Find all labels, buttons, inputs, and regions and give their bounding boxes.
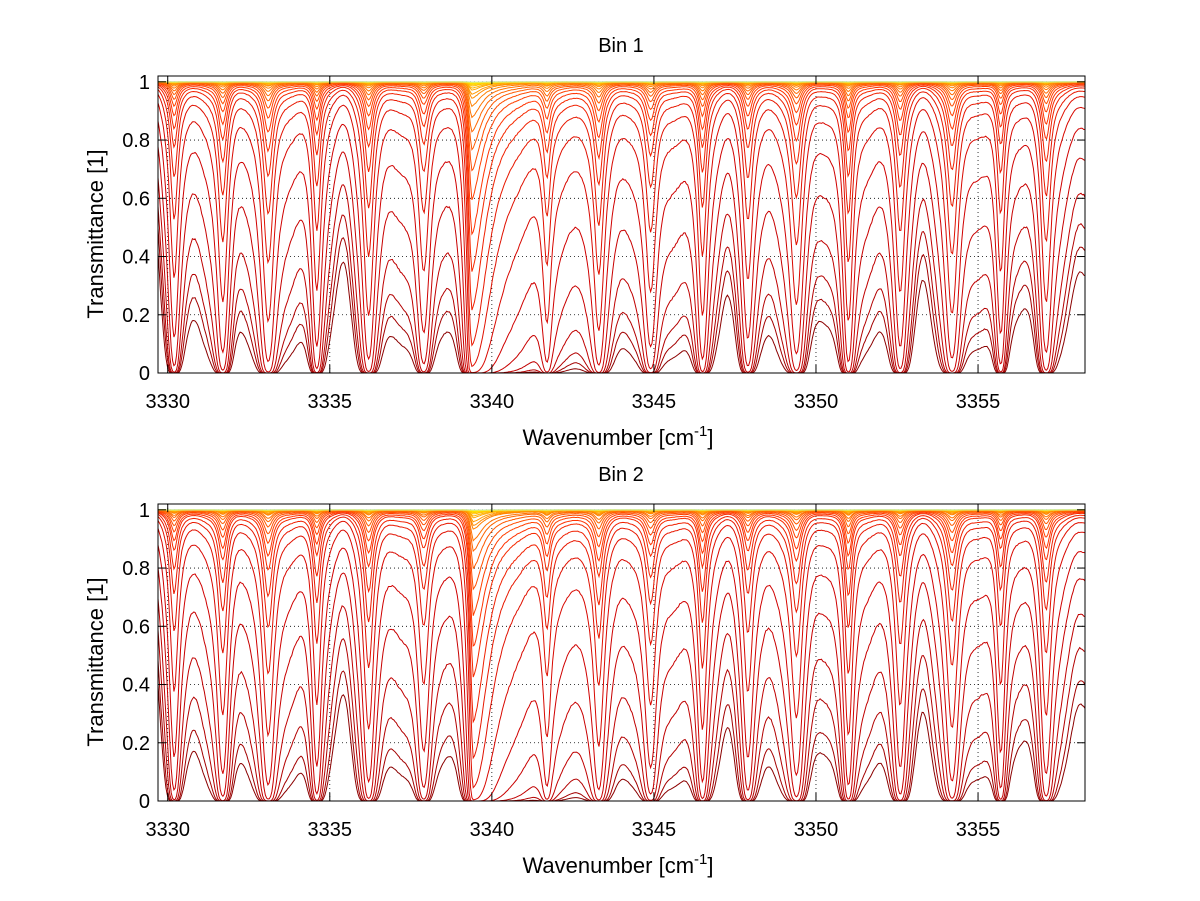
series-line-8: [157, 93, 1086, 368]
chart-title: Bin 1: [598, 35, 644, 57]
subplot-bin-2: Bin 2 3330 3335 3340 3345 3350 3355 0 0.2 0.4 0.6…: [83, 464, 1086, 878]
x-axis-label-main: Wavenumber [cm: [522, 425, 694, 450]
chart-title: Bin 2: [598, 464, 644, 486]
tick-labels: 3330 3335 3340 3345 3350 3355 0 0.2 0.4 0.6 0.8 1: [122, 72, 1000, 413]
series-line-10: [157, 86, 1086, 311]
series-line-4: [157, 177, 1086, 374]
data-series-group: [157, 81, 1086, 374]
series-line-14: [157, 510, 1086, 591]
x-axis-label-superscript: -1: [694, 851, 707, 868]
x-axis-label-superscript: -1: [694, 423, 707, 440]
y-tick-label: 0.6: [122, 616, 150, 638]
tick-marks: [158, 76, 1085, 374]
x-tick-label: 3340: [470, 391, 515, 413]
series-line-5: [157, 567, 1086, 802]
y-tick-label: 0: [139, 791, 150, 813]
y-tick-label: 1: [139, 500, 150, 522]
series-line-6: [157, 544, 1086, 802]
series-line-2: [157, 660, 1086, 802]
y-tick-label: 0.2: [122, 733, 150, 755]
x-tick-label: 3350: [794, 819, 839, 841]
y-axis-label: Transmittance [1]: [83, 149, 108, 318]
subplot-bin-1: Bin 1 3330 3335 3340 3345 3350 3355 0 0.2 0.4 0.6…: [83, 35, 1086, 450]
series-line-9: [157, 516, 1086, 760]
y-axis-label: Transmittance [1]: [83, 577, 108, 746]
y-tick-label: 0.6: [122, 188, 150, 210]
x-axis-label-main: Wavenumber [cm: [522, 853, 694, 878]
series-line-3: [157, 206, 1086, 374]
series-line-15: [157, 82, 1085, 151]
y-tick-label: 0.8: [122, 558, 150, 580]
x-axis-label: Wavenumber [cm-1]: [522, 423, 713, 450]
x-axis-label: Wavenumber [cm-1]: [522, 851, 713, 878]
series-line-14: [157, 82, 1085, 172]
series-line-3: [157, 629, 1086, 802]
series-line-9: [157, 89, 1086, 347]
y-tick-label: 0.4: [122, 675, 150, 697]
series-line-11: [157, 512, 1086, 678]
y-tick-label: 1: [139, 72, 150, 94]
x-tick-label: 3335: [308, 391, 353, 413]
series-line-7: [157, 102, 1086, 374]
tick-labels: 3330 3335 3340 3345 3350 3355 0 0.2 0.4 0.6 0.8 1: [122, 500, 1000, 841]
tick-marks: [158, 504, 1085, 802]
x-tick-label: 3330: [145, 391, 190, 413]
series-line-6: [157, 120, 1085, 374]
series-line-11: [157, 84, 1086, 272]
x-tick-label: 3335: [308, 819, 353, 841]
y-tick-label: 0.8: [122, 130, 150, 152]
y-tick-label: 0.4: [122, 247, 150, 269]
data-series-group: [157, 509, 1086, 802]
x-tick-label: 3350: [794, 391, 839, 413]
series-line-12: [157, 511, 1086, 647]
x-tick-label: 3330: [145, 819, 190, 841]
x-tick-label: 3345: [632, 391, 677, 413]
axes-frame: [157, 75, 1086, 374]
axes-frame: [157, 503, 1086, 802]
series-line-12: [157, 83, 1085, 236]
x-tick-label: 3340: [470, 819, 515, 841]
x-tick-label: 3355: [956, 819, 1001, 841]
series-line-5: [157, 146, 1086, 374]
series-line-4: [157, 598, 1086, 802]
series-line-13: [157, 83, 1086, 200]
y-tick-label: 0: [139, 363, 150, 385]
x-axis-label-tail: ]: [707, 853, 713, 878]
series-line-8: [157, 520, 1086, 789]
x-axis-label-tail: ]: [707, 425, 713, 450]
series-line-13: [157, 510, 1086, 616]
series-line-7: [157, 528, 1086, 801]
series-line-10: [157, 513, 1086, 724]
series-line-2: [157, 227, 1086, 374]
x-tick-label: 3355: [956, 391, 1001, 413]
x-tick-label: 3345: [632, 819, 677, 841]
y-tick-label: 0.2: [122, 305, 150, 327]
